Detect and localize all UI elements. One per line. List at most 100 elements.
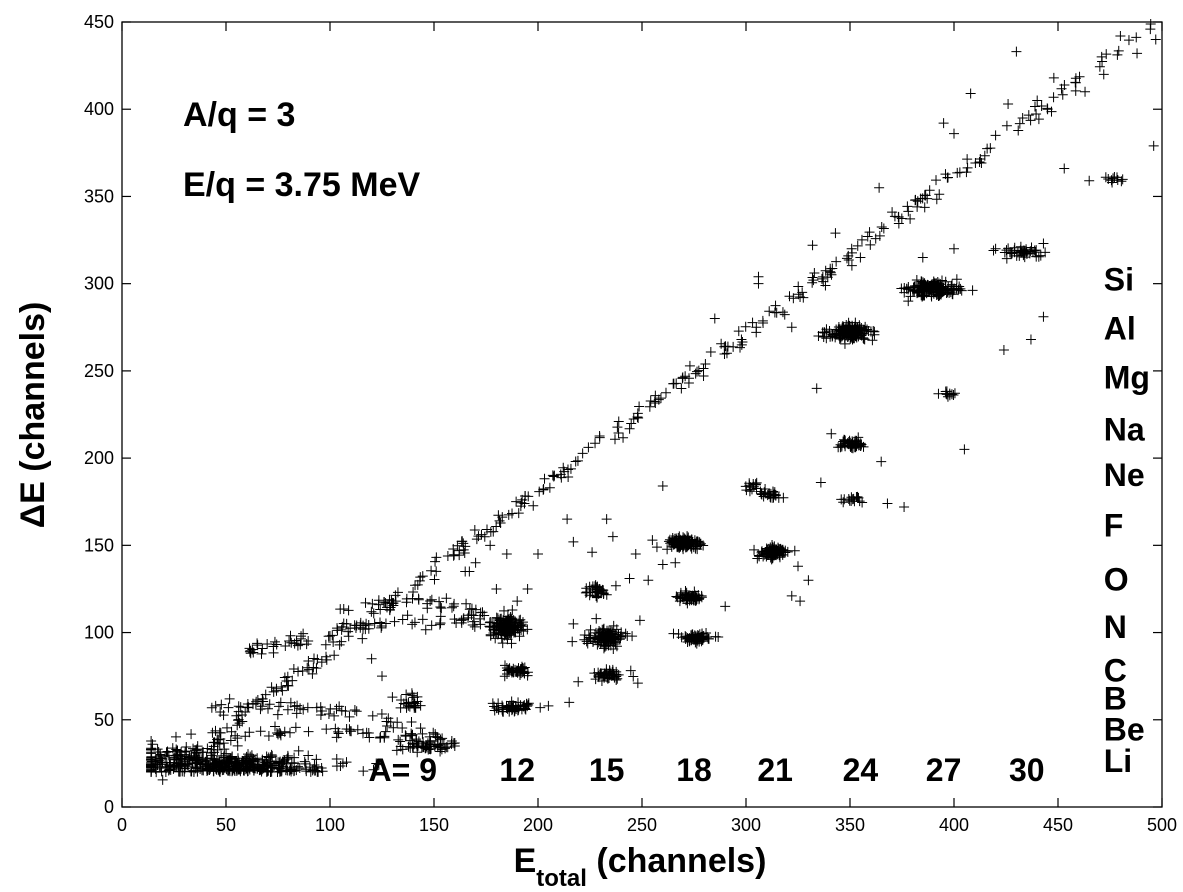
data-point <box>210 725 221 736</box>
data-point <box>361 618 372 629</box>
data-point <box>842 332 853 343</box>
data-point <box>212 739 223 750</box>
data-point <box>1145 24 1156 35</box>
data-point <box>397 723 408 734</box>
data-point <box>255 726 266 737</box>
data-point <box>386 595 397 606</box>
data-point <box>1098 69 1109 80</box>
data-point <box>408 586 419 597</box>
data-point <box>583 442 594 453</box>
data-point <box>860 321 871 332</box>
data-point <box>333 726 344 737</box>
data-point <box>401 689 412 700</box>
data-point <box>816 273 827 284</box>
data-point <box>371 758 382 769</box>
element-label: Al <box>1104 310 1136 346</box>
data-point <box>152 744 163 755</box>
data-point <box>934 189 945 200</box>
data-point <box>1032 95 1043 106</box>
data-point <box>436 603 447 614</box>
data-point <box>931 175 942 186</box>
data-point <box>276 758 287 769</box>
y-tick-label: 250 <box>84 361 114 381</box>
data-point <box>395 736 406 747</box>
data-point <box>919 190 930 201</box>
data-point <box>358 766 369 777</box>
data-point <box>634 401 645 412</box>
data-point <box>442 550 453 561</box>
data-point <box>309 760 320 771</box>
data-point <box>506 696 517 707</box>
data-point <box>1131 32 1142 43</box>
data-point <box>896 283 907 294</box>
data-point <box>474 613 485 624</box>
data-point <box>261 759 272 770</box>
data-point <box>407 593 418 604</box>
data-point <box>470 557 481 568</box>
data-point <box>874 230 885 241</box>
data-point <box>592 634 603 645</box>
data-point <box>1132 48 1143 59</box>
data-point <box>592 592 603 603</box>
data-point <box>257 643 268 654</box>
data-point <box>845 332 856 343</box>
data-point <box>192 757 203 768</box>
data-point <box>300 758 311 769</box>
data-point <box>376 621 387 632</box>
data-point <box>289 758 300 769</box>
data-point <box>944 390 955 401</box>
data-point <box>301 766 312 777</box>
data-point <box>521 699 532 710</box>
data-point <box>516 668 527 679</box>
data-point <box>820 265 831 276</box>
mass-label: 24 <box>843 752 879 788</box>
data-point <box>777 307 788 318</box>
data-point <box>1025 115 1036 126</box>
data-point <box>202 766 213 777</box>
data-point <box>815 477 826 488</box>
data-point <box>487 617 498 628</box>
y-tick-label: 400 <box>84 99 114 119</box>
data-point <box>793 281 804 292</box>
data-point <box>449 614 460 625</box>
mass-label: 27 <box>926 752 962 788</box>
data-point <box>232 720 243 731</box>
data-point <box>949 128 959 139</box>
data-point <box>231 765 242 776</box>
data-point <box>441 593 452 604</box>
data-point <box>903 282 914 293</box>
data-point <box>719 348 730 359</box>
data-point <box>786 590 797 601</box>
data-point <box>793 561 803 572</box>
data-point <box>225 753 236 764</box>
data-point <box>467 620 478 631</box>
data-point <box>666 537 677 548</box>
data-point <box>807 240 818 251</box>
data-point <box>245 645 256 656</box>
data-point <box>409 617 420 628</box>
data-point <box>469 525 480 536</box>
data-point <box>519 700 530 711</box>
data-point <box>279 672 290 683</box>
data-point <box>846 260 857 271</box>
data-point <box>1084 175 1095 186</box>
data-point <box>670 557 681 568</box>
data-point <box>962 154 973 165</box>
data-point <box>420 624 431 635</box>
data-point <box>691 536 702 547</box>
data-point <box>737 336 748 347</box>
data-point <box>951 274 962 285</box>
data-point <box>1029 245 1040 256</box>
data-point <box>190 745 201 756</box>
data-point <box>614 634 625 645</box>
data-point <box>417 614 428 625</box>
x-tick-label: 150 <box>419 815 449 835</box>
data-point <box>432 739 443 750</box>
data-point <box>503 665 514 676</box>
data-point <box>769 487 780 498</box>
data-point <box>903 296 914 307</box>
data-point <box>503 615 514 626</box>
data-point <box>512 624 523 635</box>
data-point <box>499 660 510 671</box>
